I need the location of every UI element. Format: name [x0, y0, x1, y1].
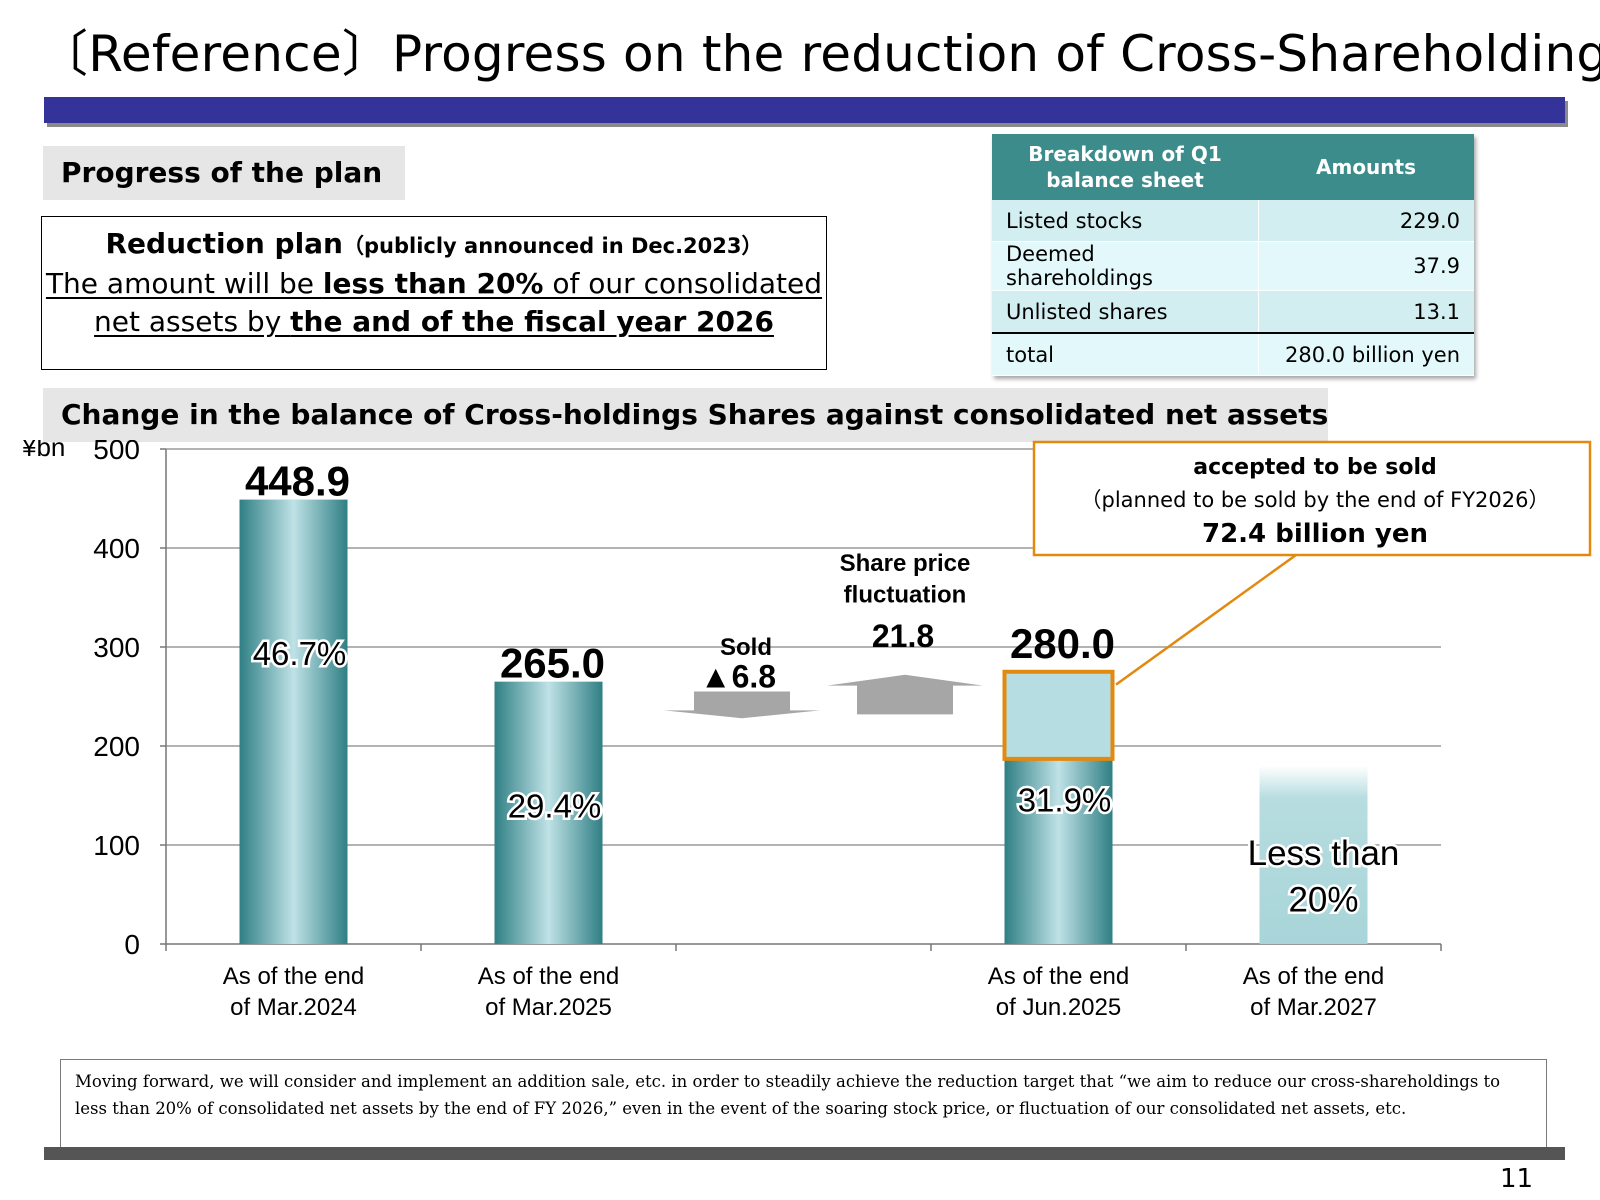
x-tick-label: As of the end — [478, 963, 619, 990]
callout-line-1: accepted to be sold — [1193, 455, 1437, 480]
total-amount: 280.0 billion yen — [1257, 332, 1474, 376]
table-row: Listed stocks 229.0 — [992, 200, 1474, 242]
y-tick-label: 500 — [93, 440, 140, 465]
row-item: Deemed shareholdings — [992, 241, 1258, 291]
reduction-plan-note: （publicly announced in Dec.2023） — [343, 234, 763, 258]
plan-line1-text: The amount will be — [45, 267, 323, 300]
bar-highlight-accepted-to-sell — [1002, 669, 1115, 761]
reduction-plan-box: Reduction plan（publicly announced in Dec… — [41, 216, 827, 370]
row-amount: 37.9 — [1257, 241, 1474, 291]
page-title: 〔Reference〕Progress on the reduction of … — [38, 25, 1600, 83]
y-tick-label: 300 — [93, 632, 140, 663]
reduction-plan-line-1: The amount will be less than 20% of our … — [42, 265, 826, 303]
x-tick-label: As of the end — [223, 963, 364, 990]
row-amount: 13.1 — [1257, 290, 1474, 334]
movement-label: fluctuation — [844, 581, 967, 608]
row-item: Listed stocks — [992, 200, 1258, 242]
reduction-plan-label: Reduction plan — [105, 227, 344, 260]
movement-label: Sold — [720, 634, 772, 661]
bottom-divider — [44, 1147, 1565, 1160]
movement-value: 21.8 — [872, 618, 934, 654]
x-tick-label: of Mar.2027 — [1250, 994, 1377, 1021]
page-number: 11 — [1500, 1164, 1534, 1194]
footnote-box: Moving forward, we will consider and imp… — [60, 1059, 1547, 1156]
table-row: Deemed shareholdings 37.9 — [992, 241, 1474, 291]
movement-label: Share price — [840, 550, 971, 577]
total-label: total — [992, 332, 1258, 376]
balance-bar-chart: ¥bn 0 100 200 300 400 500 As of the end of Mar.2… — [21, 440, 1592, 1021]
bar-percent-label: 29.4% — [508, 787, 602, 824]
x-tick-label: As of the end — [988, 963, 1129, 990]
up-arrow-share-price — [827, 674, 983, 715]
table-total-row: total 280.0 billion yen — [992, 332, 1474, 376]
callout-box — [1032, 440, 1592, 557]
reduction-plan-line-2: net assets by the and of the fiscal year… — [42, 303, 826, 341]
y-tick-label: 100 — [93, 830, 140, 861]
table-row: Unlisted shares 13.1 — [992, 290, 1474, 334]
plan-line1-emphasis: less than 20% — [322, 267, 544, 300]
bar-value-label: 448.9 — [245, 458, 350, 505]
callout-line-2: （planned to be sold by the end of FY2026… — [1081, 488, 1550, 512]
column-header-item: Breakdown of Q1 balance sheet — [992, 134, 1258, 200]
bar — [1004, 758, 1113, 944]
plan-line2-text: net assets by — [94, 305, 291, 338]
chart-section-title: Change in the balance of Cross-holdings … — [43, 388, 1328, 442]
bar-percent-label: 31.9% — [1018, 781, 1112, 818]
bars — [239, 499, 1368, 944]
y-tick-label: 400 — [93, 533, 140, 564]
bar — [494, 681, 603, 944]
y-tick-label: 200 — [93, 731, 140, 762]
bar-target — [1259, 765, 1368, 944]
callout: accepted to be sold （planned to be sold b… — [1032, 440, 1592, 686]
balance-sheet-breakdown-table: Breakdown of Q1 balance sheet Amounts Li… — [992, 134, 1474, 376]
movement-arrows — [664, 674, 983, 719]
table-header-row: Breakdown of Q1 balance sheet Amounts — [992, 134, 1474, 200]
title-divider — [44, 97, 1565, 123]
down-arrow-sold — [664, 691, 820, 719]
bar-percent-label: Less than — [1248, 834, 1400, 873]
y-axis-label: ¥bn — [21, 440, 65, 462]
callout-line-3: 72.4 billion yen — [1202, 519, 1428, 549]
y-tick-label: 0 — [124, 929, 140, 960]
plan-line2-emphasis: the and of the fiscal year 2026 — [290, 305, 774, 338]
row-item: Unlisted shares — [992, 290, 1258, 334]
movement-value: ▲6.8 — [700, 659, 776, 695]
bar — [239, 499, 348, 944]
chart-labels: ¥bn 0 100 200 300 400 500 As of the end of Mar.2… — [21, 440, 1402, 1021]
progress-section-title: Progress of the plan — [43, 146, 405, 200]
bar-value-label: 265.0 — [500, 640, 605, 687]
callout-leader-line — [1115, 553, 1297, 686]
bar-percent-label: 46.7% — [253, 635, 347, 672]
x-tick-label: of Mar.2024 — [230, 994, 357, 1021]
bar-value-label: 280.0 — [1010, 620, 1115, 667]
axes — [160, 448, 1442, 951]
column-header-amount: Amounts — [1258, 134, 1474, 200]
x-tick-label: of Jun.2025 — [996, 994, 1121, 1021]
plan-line1-tail: of our consolidated — [543, 267, 823, 300]
bar-percent-label: 20% — [1288, 880, 1358, 919]
x-tick-label: of Mar.2025 — [485, 994, 612, 1021]
row-amount: 229.0 — [1257, 200, 1474, 242]
x-tick-label: As of the end — [1243, 963, 1384, 990]
reduction-plan-heading: Reduction plan（publicly announced in Dec… — [42, 225, 826, 265]
